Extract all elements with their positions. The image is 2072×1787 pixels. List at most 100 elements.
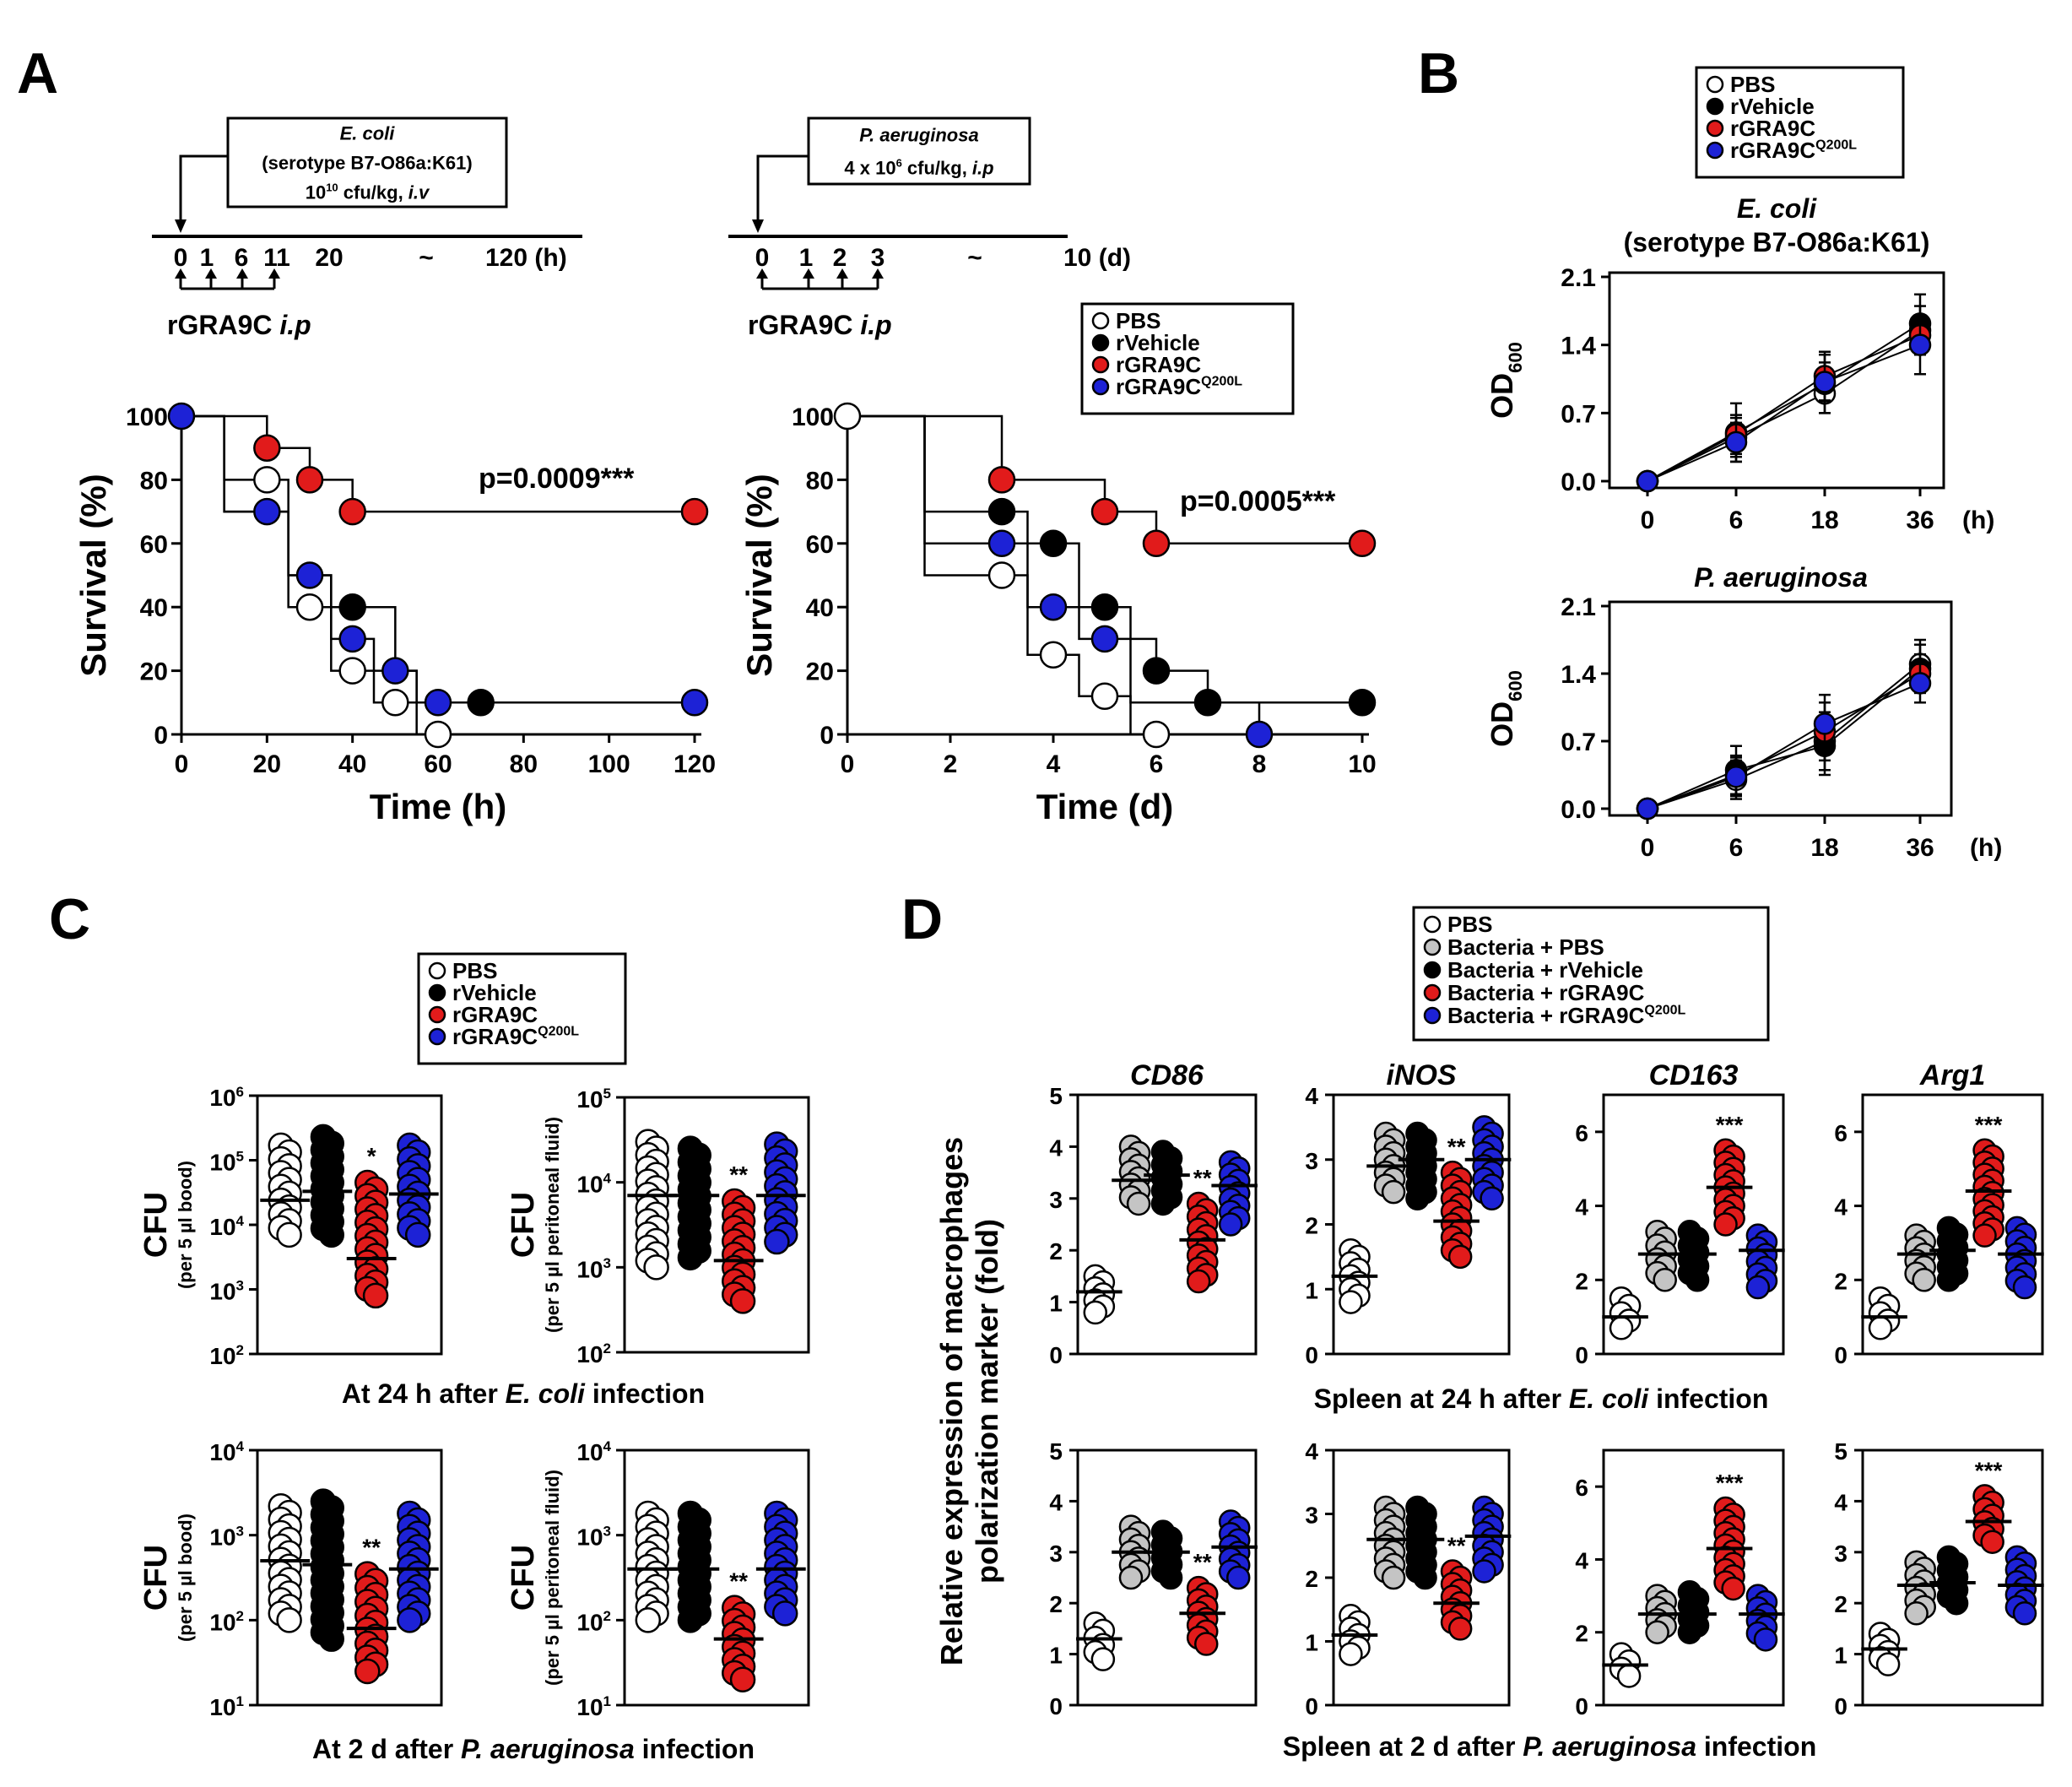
chart-title: E. coli	[1737, 193, 1817, 224]
chart-frame	[623, 1449, 810, 1707]
y-tick-label: 0	[1049, 1342, 1063, 1368]
arrow-head	[803, 268, 814, 279]
survival-point	[338, 625, 366, 653]
survival-point	[381, 689, 409, 717]
timeline-ecoli-box	[226, 116, 508, 208]
label-part: 4	[236, 1438, 245, 1454]
label-part: i.p	[279, 310, 311, 340]
significance-stars: **	[362, 1535, 381, 1561]
x-tick-label: 120	[674, 750, 716, 778]
label-part: 4	[236, 1213, 245, 1229]
chart-title: CD163	[1649, 1059, 1739, 1091]
label-part: PBS	[1116, 308, 1160, 333]
survival-point	[253, 466, 281, 494]
dot	[677, 1607, 704, 1633]
label-part: rGRA9C	[167, 310, 279, 340]
y-axis-subtitle: (per 5 µl bood)	[175, 1514, 196, 1642]
growth-line	[1647, 668, 1921, 810]
panel-label-D: D	[901, 887, 943, 951]
arrow-head	[205, 268, 217, 279]
label-part: 1	[603, 1693, 611, 1709]
label-part: 10	[209, 1343, 235, 1369]
y-tick-label: 5	[1049, 1438, 1063, 1465]
label-part: 10	[576, 1086, 603, 1113]
caption-d-top: Spleen at 24 h after E. coli infection	[1314, 1384, 1769, 1414]
survival-point	[167, 402, 196, 431]
chart-title: CD86	[1130, 1059, 1204, 1091]
label-part: 10	[209, 1150, 235, 1176]
dot	[677, 1244, 704, 1271]
label-part: E. coli	[1569, 1384, 1649, 1414]
dot	[354, 1658, 381, 1685]
x-tick-label: 60	[424, 750, 452, 778]
y-tick-label: 105	[576, 1086, 611, 1113]
label-part: Q200L	[1644, 1004, 1685, 1018]
label-part: 10	[209, 1609, 235, 1635]
survival-point	[295, 561, 324, 589]
x-tick-label: 6	[1150, 750, 1164, 778]
label-part: PBS	[1447, 912, 1492, 937]
significance-stars: ***	[1716, 1112, 1744, 1138]
y-tick-label: 100	[126, 403, 168, 431]
infection-arrow	[179, 154, 228, 226]
y-tick-label: 0	[1305, 1342, 1318, 1368]
y-tick-label: 4	[1834, 1489, 1847, 1515]
label-part: 4	[603, 1438, 612, 1454]
y-axis-title: Survival (%)	[73, 474, 113, 676]
label-part: 10	[576, 1341, 603, 1367]
chart-frame	[1861, 1093, 2044, 1356]
growth-line	[1647, 344, 1921, 482]
drug-label: rGRA9C i.p	[167, 310, 311, 340]
y-tick-label: 106	[209, 1084, 244, 1111]
y-axis-title: CFU	[506, 1192, 541, 1258]
y-tick-label: 103	[209, 1523, 244, 1550]
legend-marker	[1423, 961, 1442, 979]
dot	[397, 1607, 423, 1633]
label-part: infection	[635, 1734, 755, 1764]
chart-frame	[1602, 1093, 1785, 1356]
label-part: rVehicle	[1116, 330, 1200, 355]
dot	[276, 1607, 302, 1633]
survival-point	[253, 434, 281, 462]
dot	[404, 1221, 431, 1248]
panel-label-B: B	[1418, 41, 1459, 106]
label-part: 600	[1505, 670, 1526, 701]
dot	[1381, 1565, 1406, 1590]
legend-label: PBS	[452, 958, 497, 983]
x-tick-label: 6	[1729, 834, 1744, 862]
dot	[1472, 1559, 1496, 1584]
y-tick-label: 0	[1049, 1693, 1063, 1719]
label-part: Bacteria + rGRA9C	[1447, 980, 1645, 1005]
y-axis-title: OD600	[1485, 342, 1526, 419]
growth-point	[1908, 333, 1932, 356]
y-tick-label: 3	[1305, 1148, 1318, 1174]
growth-point	[1813, 712, 1837, 735]
dot	[1713, 1212, 1738, 1237]
label-part: rGRA9C	[1116, 374, 1201, 399]
y-tick-label: 4	[1575, 1194, 1588, 1221]
x-tick-label: 100	[588, 750, 630, 778]
survival-point	[680, 689, 709, 717]
label-part: 1	[236, 1693, 244, 1709]
legend-C	[417, 952, 627, 1065]
label-part: P. aeruginosa	[859, 125, 978, 146]
timeline-tick-label: 20	[315, 244, 343, 272]
label-part: 10	[576, 1172, 603, 1198]
legend-marker	[1091, 311, 1110, 330]
arrow-head	[268, 268, 280, 279]
survival-point	[1348, 689, 1377, 717]
growth-line	[1647, 663, 1921, 810]
label-part: E. coli	[340, 123, 396, 144]
label-part: OD	[1485, 701, 1519, 747]
legend-label: rVehicle	[452, 980, 537, 1005]
survival-curve	[181, 414, 695, 704]
survival-point	[424, 720, 452, 749]
y-tick-label: 0.0	[1561, 468, 1596, 496]
y-tick-label: 2	[1834, 1591, 1847, 1617]
legend-label: PBS	[1730, 72, 1775, 97]
panel-label-C: C	[49, 887, 90, 951]
timeline-tick-label: 1	[200, 244, 214, 272]
y-tick-label: 3	[1049, 1187, 1063, 1213]
significance-stars: **	[1447, 1532, 1466, 1558]
dot	[1745, 1275, 1771, 1300]
